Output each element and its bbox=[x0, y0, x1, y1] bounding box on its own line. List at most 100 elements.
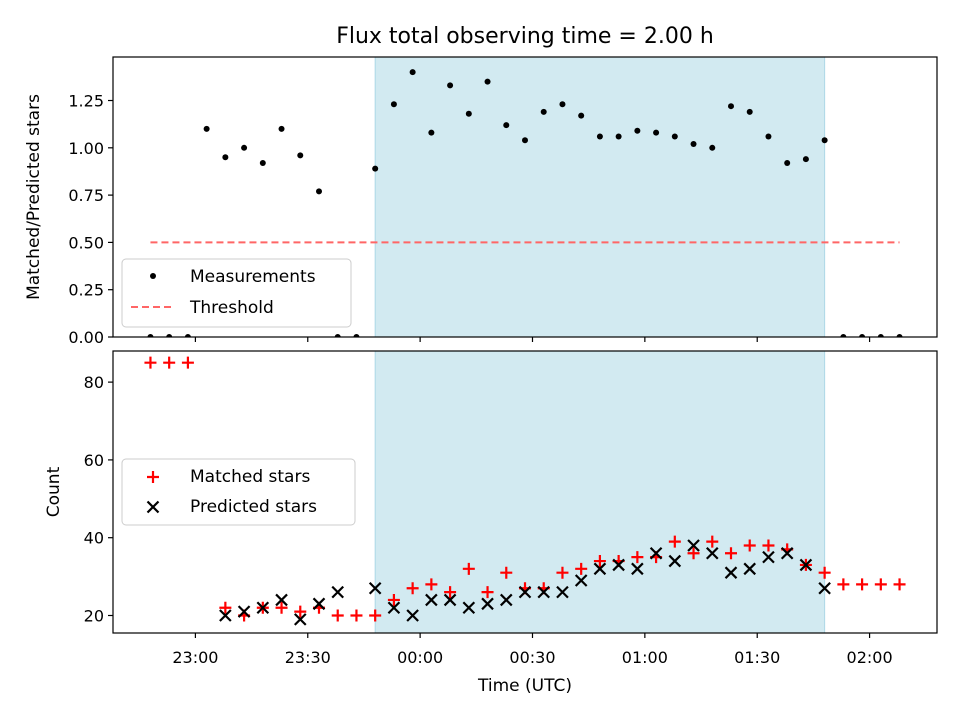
y-tick-label: 0.25 bbox=[68, 281, 104, 300]
matched-star-point bbox=[856, 578, 869, 591]
matched-star-point bbox=[556, 566, 569, 579]
legend-measurements-label: Measurements bbox=[190, 267, 316, 287]
predicted-star-point bbox=[443, 593, 457, 607]
predicted-star-point bbox=[612, 558, 625, 572]
measurement-point bbox=[166, 334, 173, 337]
predicted-star-point bbox=[293, 613, 307, 626]
measurement-point bbox=[428, 129, 435, 136]
predicted-star-point bbox=[331, 585, 345, 599]
predicted-star-point bbox=[724, 566, 738, 579]
measurement-point bbox=[465, 110, 472, 117]
matched-star-point bbox=[500, 566, 513, 579]
measurement-point bbox=[147, 334, 154, 337]
matched-star-point bbox=[593, 555, 606, 568]
matched-star-point bbox=[874, 578, 887, 591]
chart-title: Flux total observing time = 2.00 h bbox=[336, 24, 714, 49]
measurement-point bbox=[278, 125, 285, 132]
matched-star-point bbox=[706, 535, 719, 548]
predicted-star-point bbox=[668, 554, 682, 568]
predicted-star-point bbox=[237, 605, 251, 618]
predicted-star-point bbox=[743, 562, 757, 576]
x-tick-label: 01:00 bbox=[622, 648, 668, 667]
predicted-star-point bbox=[818, 581, 831, 595]
x-tick-label: 01:30 bbox=[734, 648, 780, 667]
y-tick-label: 0.75 bbox=[68, 186, 104, 205]
matched-star-point bbox=[818, 566, 831, 579]
matched-star-point bbox=[631, 551, 644, 564]
predicted-star-point bbox=[219, 609, 232, 622]
matched-star-point bbox=[668, 535, 681, 548]
predicted-star-point bbox=[780, 546, 794, 560]
x-tick-label: 02:00 bbox=[847, 648, 893, 667]
predicted-star-point bbox=[499, 593, 513, 607]
measurement-point bbox=[372, 165, 379, 172]
y-tick-label: 20 bbox=[84, 606, 104, 625]
matched-star-point bbox=[163, 356, 176, 369]
y-tick-label: 0.00 bbox=[68, 328, 104, 347]
matched-star-point bbox=[575, 562, 588, 575]
measurement-point bbox=[316, 188, 322, 195]
ratio-panel: 0.00 0.25 0.50 0.75 1.00 1.25 Matched/Predicte… bbox=[24, 56, 938, 347]
measurement-point bbox=[203, 125, 210, 132]
measurement-point bbox=[222, 154, 229, 161]
measurement-point bbox=[297, 152, 304, 159]
measurement-point bbox=[615, 133, 622, 140]
measurement-point bbox=[503, 122, 510, 129]
measurement-point bbox=[709, 144, 716, 151]
measurement-point bbox=[334, 334, 341, 337]
predicted-star-point bbox=[312, 597, 326, 611]
observing-window-shade bbox=[374, 350, 826, 634]
measurement-point bbox=[765, 133, 772, 140]
measurement-point bbox=[728, 103, 734, 110]
x-tick-label: 23:30 bbox=[285, 648, 331, 667]
measurement-point bbox=[653, 129, 660, 136]
y-tick-label: 60 bbox=[84, 451, 104, 470]
matched-star-point bbox=[481, 586, 494, 599]
y-tick-label: 80 bbox=[84, 373, 104, 392]
y-tick-label: 1.25 bbox=[68, 92, 104, 111]
y-tick-label: 40 bbox=[84, 529, 104, 548]
predicted-star-point bbox=[537, 585, 551, 599]
observing-window-shade bbox=[374, 56, 826, 338]
measurement-point bbox=[184, 334, 191, 337]
legend-measurements-marker bbox=[150, 273, 156, 279]
measurement-point bbox=[877, 334, 884, 337]
measurement-point bbox=[690, 141, 697, 148]
x-tick-label: 00:30 bbox=[509, 648, 555, 667]
matched-star-point bbox=[181, 356, 194, 369]
matched-star-point bbox=[219, 601, 232, 614]
matched-star-point bbox=[387, 593, 400, 606]
legend-box bbox=[121, 258, 352, 328]
matched-star-point bbox=[462, 562, 475, 575]
predicted-star-point bbox=[406, 609, 419, 622]
x-axis-label: Time (UTC) bbox=[477, 676, 572, 696]
matched-star-point bbox=[444, 586, 457, 599]
matched-star-point bbox=[331, 609, 344, 622]
predicted-star-point bbox=[256, 601, 270, 614]
measurement-point bbox=[896, 334, 903, 337]
measurement-point bbox=[596, 133, 603, 140]
legend: Measurements Threshold bbox=[121, 258, 352, 328]
measurement-point bbox=[522, 137, 528, 144]
legend-predicted-marker bbox=[146, 500, 160, 514]
legend-threshold-label: Threshold bbox=[189, 298, 274, 318]
data-layer bbox=[147, 69, 903, 337]
predicted-star-point bbox=[649, 546, 663, 560]
measurement-point bbox=[447, 82, 454, 89]
matched-star-point bbox=[893, 578, 906, 591]
predicted-star-point bbox=[574, 574, 588, 587]
count-panel: 20 40 60 80 23:00 23:30 00:00 00:30 01:00 01:30 02… bbox=[44, 350, 938, 667]
matched-star-point bbox=[350, 609, 363, 622]
predicted-star-point bbox=[762, 550, 775, 564]
matched-star-point bbox=[687, 547, 700, 560]
plot-frame bbox=[112, 350, 938, 634]
y-tick-label: 1.00 bbox=[68, 139, 104, 158]
data-layer bbox=[144, 356, 906, 626]
x-tick-label: 23:00 bbox=[172, 648, 218, 667]
y-axis-label: Matched/Predicted stars bbox=[24, 94, 44, 300]
predicted-star-point bbox=[631, 562, 644, 576]
measurement-point bbox=[540, 108, 547, 115]
predicted-star-point bbox=[275, 593, 288, 607]
measurement-point bbox=[390, 101, 397, 108]
predicted-star-point bbox=[556, 585, 569, 599]
